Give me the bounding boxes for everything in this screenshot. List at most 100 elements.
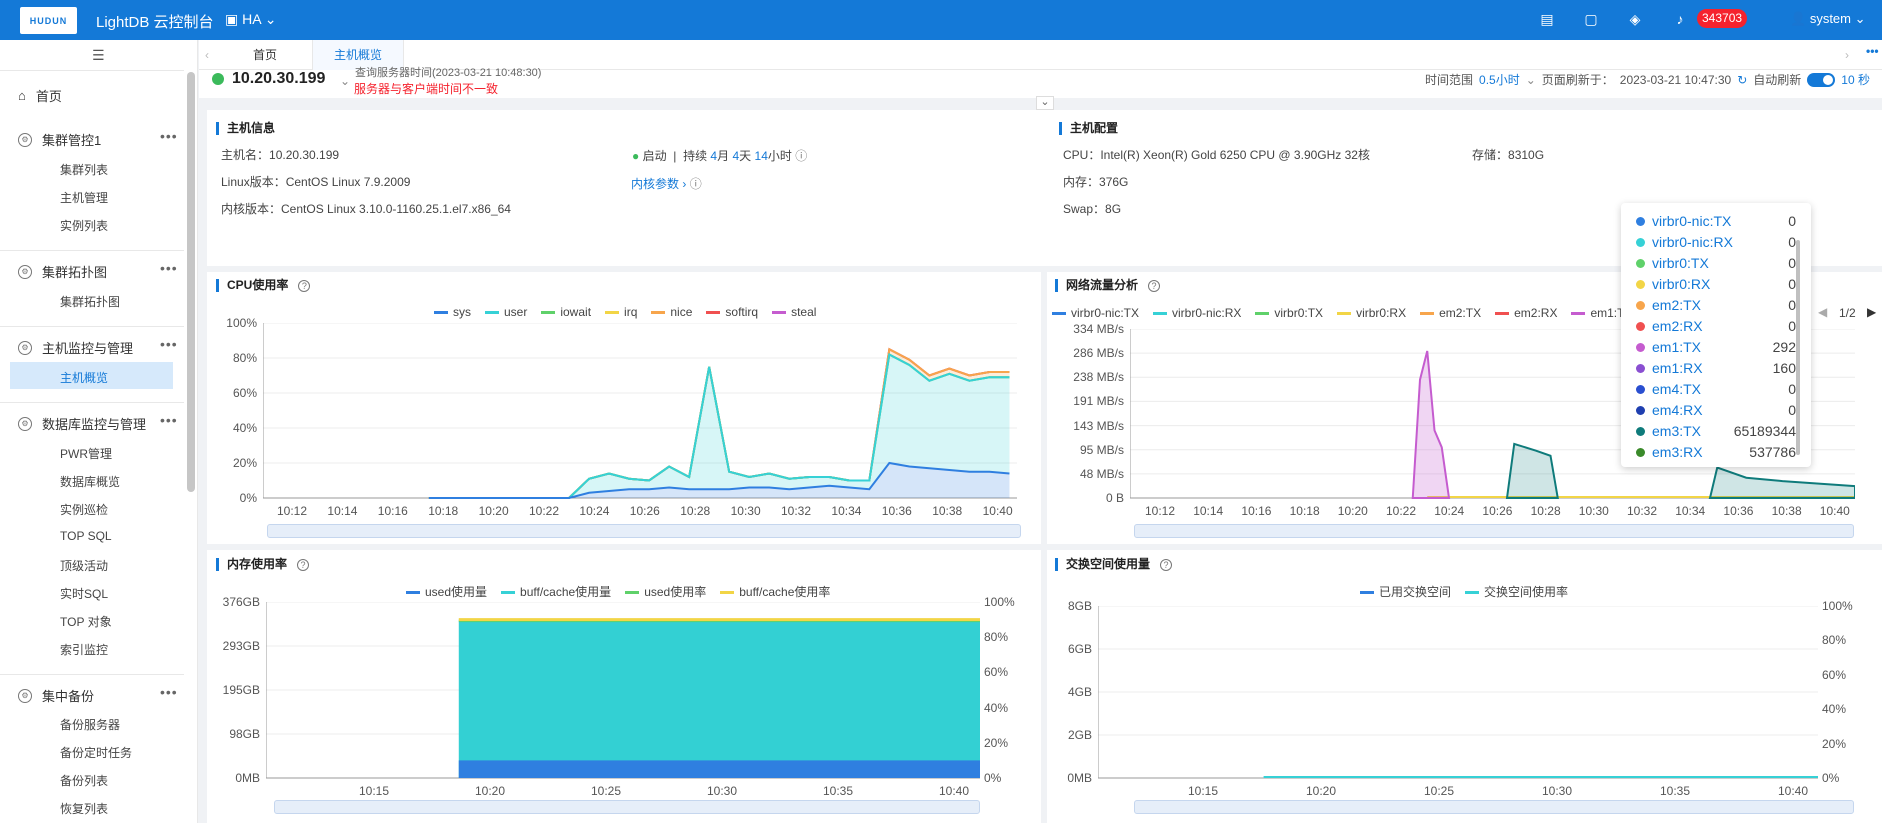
help-icon[interactable]: ?: [1160, 559, 1173, 571]
cpu-row: CPU：Intel(R) Xeon(R) Gold 6250 CPU @ 3.9…: [1063, 146, 1370, 163]
sidebar-item[interactable]: PWR管理: [60, 447, 112, 461]
sidebar-group[interactable]: ⚙ 集群拓扑图: [18, 262, 107, 281]
legend-prev-icon[interactable]: ◀: [1818, 305, 1828, 319]
zoom-slider[interactable]: [267, 524, 1021, 538]
sidebar-item[interactable]: 备份定时任务: [60, 746, 133, 760]
more-dots-icon[interactable]: •••: [160, 684, 178, 700]
legend-item[interactable]: nice: [651, 305, 692, 319]
more-dots-icon[interactable]: •••: [160, 336, 178, 352]
legend-item[interactable]: irq: [605, 305, 637, 319]
sidebar-group[interactable]: ⚙ 主机监控与管理: [18, 338, 133, 357]
zoom-slider[interactable]: [1134, 800, 1854, 814]
help-icon[interactable]: ⓘ: [689, 177, 702, 191]
bell-icon[interactable]: ♪: [1676, 11, 1684, 27]
legend-item[interactable]: sys: [434, 305, 471, 319]
sidebar-group[interactable]: ⚙ 集群管控1: [18, 130, 101, 149]
auto-refresh-interval[interactable]: 10 秒: [1841, 73, 1870, 87]
host-ip-selector[interactable]: 10.20.30.199: [232, 70, 326, 87]
sidebar-item[interactable]: 集群拓扑图: [60, 295, 121, 309]
legend-item[interactable]: used使用量: [406, 583, 487, 600]
tab-home[interactable]: 首页: [252, 48, 277, 62]
more-icon[interactable]: •••: [1866, 44, 1879, 58]
legend-item[interactable]: buff/cache使用率: [720, 583, 830, 600]
sidebar-item[interactable]: TOP 对象: [60, 615, 112, 629]
sidebar-item[interactable]: 主机概览: [60, 371, 109, 385]
collapse-icon[interactable]: ⌄: [1036, 96, 1054, 110]
sidebar-item[interactable]: 实例列表: [60, 219, 109, 233]
more-dots-icon[interactable]: •••: [160, 412, 178, 428]
sidebar-item[interactable]: 恢复列表: [60, 802, 109, 816]
plot-area[interactable]: [1130, 329, 1855, 500]
sidebar-group[interactable]: ⚙ 数据库监控与管理: [18, 414, 146, 433]
menu-collapse-icon[interactable]: ☰: [92, 47, 105, 63]
zoom-slider[interactable]: [1134, 524, 1854, 538]
legend-item[interactable]: buff/cache使用量: [501, 583, 611, 600]
legend-item[interactable]: virbr0:RX: [1337, 306, 1406, 320]
sidebar-item[interactable]: TOP SQL: [60, 529, 112, 543]
tooltip-scrollbar[interactable]: [1796, 240, 1800, 455]
legend-item[interactable]: em2:RX: [1495, 306, 1557, 320]
sidebar-scrollbar[interactable]: [187, 72, 195, 492]
range-select[interactable]: 0.5小时: [1479, 73, 1520, 87]
legend-item[interactable]: 已用交换空间: [1360, 583, 1451, 600]
more-dots-icon[interactable]: •••: [160, 260, 178, 276]
sidebar-item[interactable]: 备份列表: [60, 774, 109, 788]
tooltip-row: virbr0:RX 0: [1636, 276, 1796, 292]
notification-badge[interactable]: 343703: [1697, 9, 1748, 28]
legend-item[interactable]: softirq: [706, 305, 758, 319]
x-tick-label: 10:16: [1241, 504, 1272, 518]
legend-item[interactable]: iowait: [541, 305, 591, 319]
legend-item[interactable]: steal: [772, 305, 816, 319]
sidebar-item[interactable]: 索引监控: [60, 643, 109, 657]
sidebar-item[interactable]: 主机管理: [60, 191, 109, 205]
more-dots-icon[interactable]: •••: [160, 128, 178, 144]
legend-item[interactable]: em2:TX: [1420, 306, 1481, 320]
report-icon[interactable]: ▤: [1540, 11, 1554, 27]
help-icon[interactable]: ?: [1148, 280, 1161, 292]
legend-item[interactable]: virbr0:TX: [1255, 306, 1323, 320]
sidebar-item[interactable]: 备份服务器: [60, 718, 121, 732]
gear-icon: ⚙: [18, 340, 32, 355]
tab-host-overview[interactable]: 主机概览: [312, 40, 404, 70]
legend-item[interactable]: virbr0-nic:TX: [1052, 306, 1139, 320]
sidebar-item[interactable]: 实时SQL: [60, 587, 109, 601]
legend-item[interactable]: virbr0-nic:RX: [1153, 306, 1241, 320]
plot-area[interactable]: [263, 323, 1017, 500]
help-icon[interactable]: ?: [297, 559, 310, 571]
legend-label: irq: [624, 305, 638, 319]
user-menu[interactable]: 👤 system ⌄: [1790, 11, 1866, 26]
chevron-down-icon[interactable]: ⌄: [340, 74, 351, 88]
terminal-icon[interactable]: ▢: [1584, 11, 1598, 27]
sidebar-item-home[interactable]: ⌂ 首页: [18, 86, 62, 105]
sidebar-item[interactable]: 实例巡检: [60, 503, 109, 517]
x-tick-label: 10:34: [1675, 504, 1706, 518]
help-icon[interactable]: ?: [298, 280, 311, 292]
auto-refresh-toggle[interactable]: [1807, 72, 1836, 87]
plot-area[interactable]: [1098, 606, 1818, 780]
sidebar-item[interactable]: 顶级活动: [60, 559, 109, 573]
y-tick-label: 95 MB/s: [1079, 442, 1124, 457]
legend-item[interactable]: used使用率: [625, 583, 706, 600]
tab-scroll-right-icon[interactable]: ›: [1845, 48, 1849, 62]
x-tick-label: 10:20: [1337, 504, 1368, 518]
plot-area[interactable]: [266, 602, 980, 780]
sidebar-group[interactable]: ⚙ 集中备份: [18, 686, 94, 705]
env-selector[interactable]: ▣ HA ⌄: [225, 11, 277, 27]
sidebar-item[interactable]: 数据库概览: [60, 475, 121, 489]
x-tick-label: 10:35: [823, 784, 854, 798]
cpu-title: CPU使用率?: [216, 279, 311, 292]
legend-next-icon[interactable]: ▶: [1867, 305, 1877, 319]
help-icon[interactable]: ⓘ: [795, 149, 808, 163]
legend-item[interactable]: user: [485, 305, 527, 319]
kernel-params-link[interactable]: 内核参数 › ⓘ: [631, 175, 702, 192]
sidebar-item[interactable]: 集群列表: [60, 163, 109, 177]
legend-swatch: [485, 311, 499, 315]
series-label: em3:RX: [1652, 444, 1703, 460]
zoom-slider[interactable]: [274, 800, 980, 814]
legend-item[interactable]: 交换空间使用率: [1465, 583, 1568, 600]
tab-scroll-left-icon[interactable]: ‹: [205, 48, 209, 62]
package-icon[interactable]: ◈: [1629, 11, 1641, 27]
unit: 小时: [767, 149, 792, 163]
refresh-icon[interactable]: ↻: [1737, 72, 1748, 87]
hostname-row: 主机名：10.20.30.199: [221, 146, 339, 163]
